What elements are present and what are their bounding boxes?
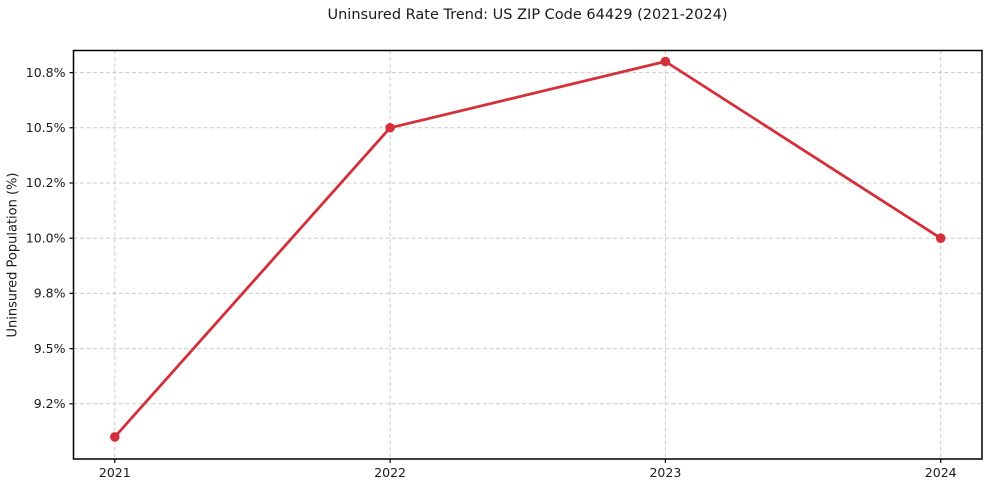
data-point-2024 — [935, 233, 946, 243]
tick-labels: 9.2% 9.5% 9.8% 10.0% 10.2% 10.5% 10.8% 2021 2022… — [26, 65, 957, 480]
y-tick-label: 10.0% — [26, 230, 66, 245]
x-tick-label: 2024 — [925, 465, 957, 480]
y-tick-label: 9.8% — [34, 286, 66, 301]
y-tick-label: 10.8% — [26, 65, 66, 80]
data-point-2021 — [109, 432, 120, 442]
axis-ticks — [69, 71, 942, 463]
y-tick-label: 9.5% — [34, 341, 66, 356]
y-tick-label: 9.2% — [34, 396, 66, 411]
chart-title: Uninsured Rate Trend: US ZIP Code 64429 … — [327, 7, 728, 23]
trend-line — [113, 60, 943, 439]
data-point-2023 — [660, 56, 671, 67]
y-tick-label: 10.5% — [26, 120, 66, 135]
axes-frame — [72, 49, 983, 460]
x-tick-label: 2022 — [374, 465, 406, 480]
x-tick-label: 2021 — [99, 465, 131, 480]
gridlines — [73, 50, 982, 459]
data-point-2022 — [385, 122, 395, 133]
y-tick-label: 10.2% — [26, 175, 66, 190]
x-tick-label: 2023 — [649, 465, 681, 480]
